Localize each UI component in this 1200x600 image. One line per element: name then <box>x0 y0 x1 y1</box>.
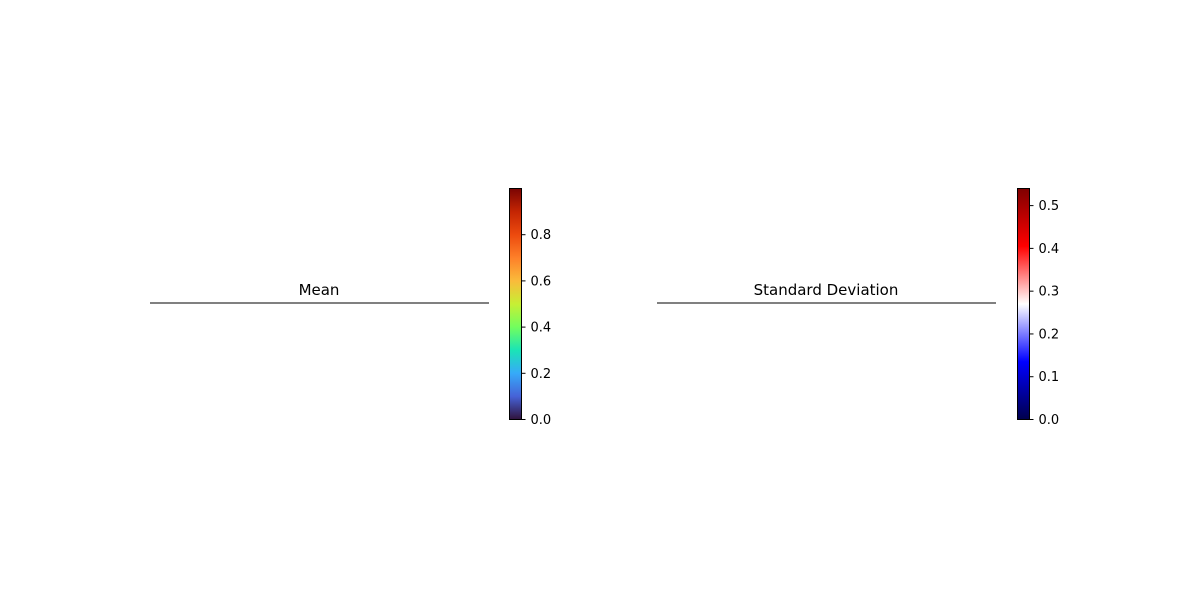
mean-colorbar-frame <box>509 188 522 420</box>
std-title: Standard Deviation <box>754 281 899 299</box>
mean-colorbar: 0.0 0.2 0.4 0.6 0.8 <box>509 188 552 428</box>
mean-colorbar-tick-label: 0.2 <box>531 367 552 382</box>
mean-colorbar-tick-label: 0.8 <box>531 228 552 243</box>
std-colorbar-tick-label: 0.4 <box>1039 242 1060 257</box>
std-colorbar-tick-label: 0.0 <box>1039 413 1060 428</box>
mean-colorbar-tick-label: 0.0 <box>531 413 552 428</box>
mean-colorbar-fill <box>509 188 522 420</box>
std-colorbar-tick-label: 0.5 <box>1039 199 1060 214</box>
std-colorbar-frame <box>1017 188 1030 420</box>
mean-panel: Mean 0.0 0.2 0.4 0.6 0.8 <box>150 188 552 428</box>
mean-colorbar-ticks: 0.0 0.2 0.4 0.6 0.8 <box>521 228 552 428</box>
std-colorbar-tick-label: 0.1 <box>1039 370 1060 385</box>
std-colorbar-tick-label: 0.3 <box>1039 285 1060 300</box>
mean-title: Mean <box>299 281 340 299</box>
std-colorbar-fill <box>1017 188 1030 420</box>
mean-colorbar-tick-label: 0.6 <box>531 274 552 289</box>
std-colorbar-tick-label: 0.2 <box>1039 327 1060 342</box>
std-colorbar-ticks: 0.0 0.1 0.2 0.3 0.4 0.5 <box>1029 199 1060 428</box>
std-colorbar: 0.0 0.1 0.2 0.3 0.4 0.5 <box>1017 188 1060 428</box>
mean-colorbar-tick-label: 0.4 <box>531 321 552 336</box>
std-panel: Standard Deviation 0.0 0.1 0.2 0.3 0.4 0.5 <box>657 188 1060 428</box>
